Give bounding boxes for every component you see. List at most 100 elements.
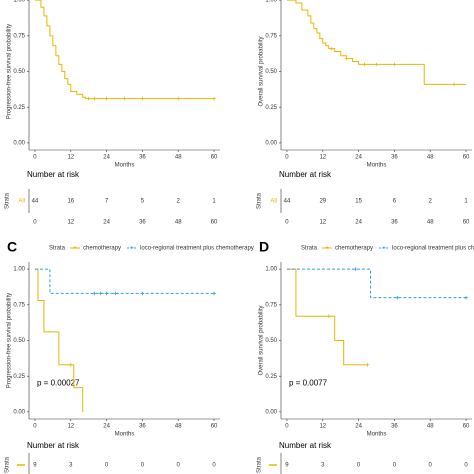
y-tick-label: 0.75 — [13, 33, 25, 39]
y-tick-label: 1.00 — [13, 0, 25, 4]
survival-curve — [286, 268, 467, 299]
survival-curve — [34, 268, 84, 412]
risk-x-tick-label: 48 — [175, 220, 182, 226]
censor-mark — [92, 291, 97, 296]
y-tick-label: 0.75 — [265, 302, 277, 308]
legend-label: chemotherapy — [335, 246, 373, 252]
risk-x-tick-label: 12 — [67, 220, 74, 226]
risk-x-tick-label: 0 — [285, 220, 289, 226]
censor-mark — [395, 295, 400, 300]
risk-table-ylabel: Strata — [5, 456, 11, 473]
x-tick-label: 24 — [355, 155, 362, 161]
x-axis-title: Months — [367, 163, 387, 169]
y-tick-label: 0.00 — [13, 140, 25, 146]
risk-row-label: All — [270, 199, 277, 205]
risk-count: 0 — [141, 463, 145, 469]
risk-count: 16 — [67, 199, 74, 205]
risk-x-tick-label: 48 — [427, 220, 434, 226]
y-axis-title: Progression-free survival probability — [7, 293, 13, 388]
x-tick-label: 48 — [427, 155, 434, 161]
risk-count: 2 — [429, 199, 433, 205]
y-tick-label: 0.50 — [265, 69, 277, 75]
risk-row-label: All — [18, 199, 25, 205]
risk-count: 0 — [212, 463, 216, 469]
censor-mark — [122, 96, 127, 101]
risk-table-title: Number at risk — [27, 441, 80, 450]
risk-x-tick-label: 36 — [139, 220, 146, 226]
x-tick-label: 48 — [175, 155, 182, 161]
x-axis-title: Months — [367, 432, 387, 438]
panel-label: C — [7, 239, 17, 255]
censor-mark — [140, 291, 145, 296]
risk-count: 0 — [429, 463, 433, 469]
censor-mark — [392, 62, 397, 67]
p-value: p = 0.00027 — [37, 378, 80, 387]
survival-curve — [34, 268, 215, 294]
x-tick-label: 36 — [139, 424, 146, 430]
censor-mark — [98, 291, 103, 296]
censor-mark — [104, 96, 109, 101]
x-tick-label: 60 — [463, 424, 470, 430]
x-tick-label: 60 — [211, 155, 218, 161]
y-tick-label: 0.00 — [265, 409, 277, 415]
x-tick-label: 0 — [33, 424, 37, 430]
risk-count: 15 — [355, 199, 362, 205]
y-tick-label: 0.50 — [265, 338, 277, 344]
y-tick-label: 0.75 — [13, 302, 25, 308]
risk-count: 7 — [105, 199, 109, 205]
risk-x-tick-label: 24 — [355, 220, 362, 226]
x-tick-label: 12 — [67, 424, 74, 430]
y-tick-label: 0.25 — [265, 105, 277, 111]
risk-count: 0 — [393, 463, 397, 469]
x-tick-label: 12 — [67, 155, 74, 161]
y-tick-label: 0.00 — [265, 140, 277, 146]
risk-x-tick-label: 60 — [463, 220, 470, 226]
censor-mark — [140, 96, 145, 101]
legend-label: loco-regional treatment plus chemotherap… — [392, 246, 474, 252]
risk-table-ylabel: Strata — [257, 456, 263, 473]
censor-mark — [344, 56, 349, 61]
risk-table-title: Number at risk — [279, 170, 332, 179]
risk-count: 1 — [212, 199, 216, 205]
risk-x-tick-label: 36 — [391, 220, 398, 226]
x-axis-title: Months — [115, 432, 135, 438]
censor-mark — [68, 362, 73, 367]
survival-curve — [34, 0, 215, 100]
risk-count: 44 — [284, 199, 291, 205]
survival-curve — [286, 0, 467, 85]
censor-mark — [104, 291, 109, 296]
x-tick-label: 60 — [211, 424, 218, 430]
risk-x-tick-label: 12 — [319, 220, 326, 226]
x-tick-label: 12 — [319, 155, 326, 161]
risk-table-ylabel: Strata — [5, 192, 11, 209]
censor-mark — [362, 62, 367, 67]
risk-x-tick-label: 60 — [211, 220, 218, 226]
risk-count: 0 — [105, 463, 109, 469]
x-tick-label: 36 — [391, 155, 398, 161]
legend-symbol: + — [325, 246, 329, 252]
risk-count: 9 — [33, 463, 37, 469]
risk-table-title: Number at risk — [27, 170, 80, 179]
x-tick-label: 12 — [319, 424, 326, 430]
y-tick-label: 0.50 — [13, 338, 25, 344]
x-tick-label: 24 — [103, 155, 110, 161]
legend-label: loco-regional treatment plus chemotherap… — [140, 246, 254, 252]
legend-symbol: + — [382, 246, 386, 252]
y-tick-label: 0.25 — [13, 105, 25, 111]
x-tick-label: 24 — [355, 424, 362, 430]
y-axis-title: Progression-free survival probability — [7, 24, 13, 119]
censor-mark — [212, 96, 216, 101]
risk-count: 0 — [177, 463, 181, 469]
risk-x-tick-label: 24 — [103, 220, 110, 226]
y-tick-label: 1.00 — [265, 267, 277, 273]
legend-symbol: + — [130, 246, 134, 252]
y-axis-title: Overall survival probability — [259, 305, 265, 375]
x-tick-label: 0 — [33, 155, 37, 161]
risk-count: 5 — [141, 199, 145, 205]
legend-title: Strata — [49, 246, 66, 252]
censor-mark — [353, 267, 358, 271]
censor-mark — [464, 295, 468, 300]
risk-table-ylabel: Strata — [257, 192, 263, 209]
risk-count: 44 — [32, 199, 39, 205]
